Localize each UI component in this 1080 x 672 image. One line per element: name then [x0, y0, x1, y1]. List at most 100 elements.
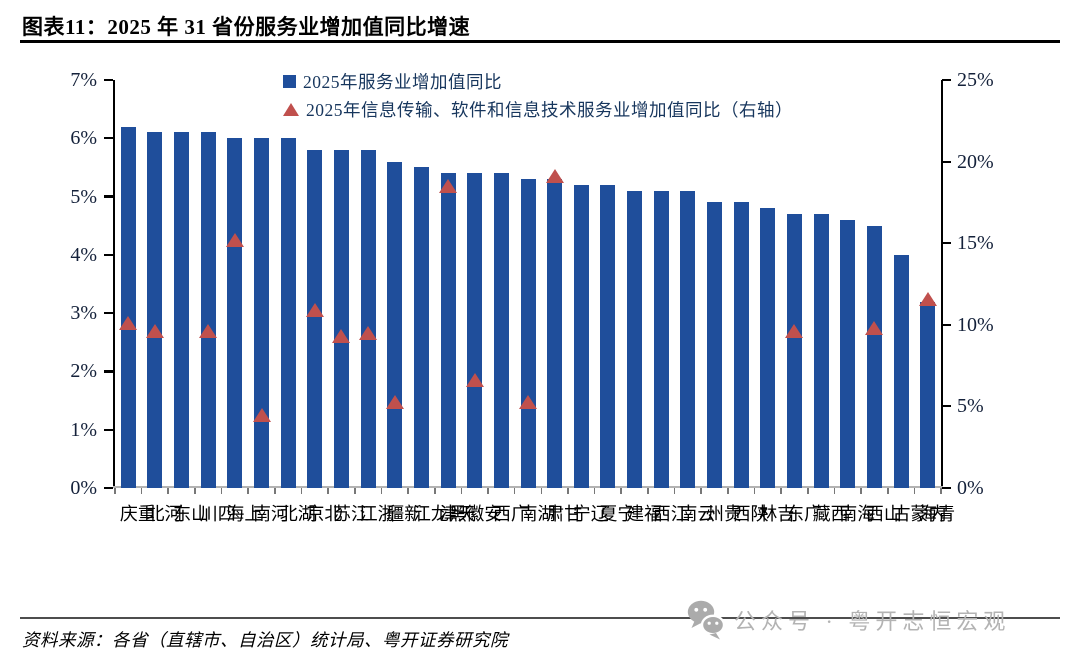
bar-陕西 — [733, 202, 749, 488]
bar-山西 — [866, 225, 882, 488]
left-axis-label-3%: 3% — [70, 302, 97, 325]
x-axis-label-甘肃: 甘肃 — [544, 504, 583, 530]
x-axis-tick — [460, 488, 463, 494]
left-axis-label-2%: 2% — [70, 360, 97, 383]
bar-海南 — [840, 219, 856, 488]
bar-西藏 — [813, 214, 829, 488]
left-axis-tick — [104, 428, 113, 431]
x-axis-label-西藏: 西藏 — [810, 504, 849, 530]
x-axis-tick — [780, 488, 782, 494]
x-axis-label-河南: 河南 — [251, 504, 290, 530]
x-axis-tick — [220, 488, 223, 494]
x-axis-label-吉林: 吉林 — [757, 504, 796, 530]
title-divider — [20, 40, 1060, 43]
marker-江苏 — [332, 329, 351, 344]
bar-湖北 — [280, 138, 296, 488]
bar-辽宁 — [573, 184, 589, 488]
right-axis-tick — [942, 323, 951, 326]
x-axis-tick — [673, 488, 676, 494]
x-axis-tick — [327, 488, 329, 494]
bar-河北 — [147, 132, 163, 488]
bar-广西 — [493, 173, 509, 488]
x-axis-tick — [513, 488, 516, 494]
bar-宁夏 — [600, 184, 616, 488]
left-axis-label-0%: 0% — [70, 477, 97, 499]
legend-square-marker-icon — [283, 74, 296, 88]
right-axis-tick — [942, 160, 951, 163]
x-axis-label-广西: 广西 — [490, 504, 529, 530]
x-axis-tick — [114, 488, 116, 494]
bar-贵州 — [707, 202, 723, 488]
x-axis-label-安徽: 安徽 — [464, 504, 503, 530]
x-axis-label-辽宁: 辽宁 — [570, 504, 609, 530]
x-axis-tick — [274, 488, 276, 494]
right-axis-label-0%: 0% — [957, 477, 984, 499]
x-axis-label-海南: 海南 — [837, 504, 876, 530]
footer-divider — [20, 617, 1060, 619]
bar-重庆 — [120, 126, 136, 488]
x-axis-label-北京: 北京 — [304, 504, 343, 530]
right-axis-label-20%: 20% — [957, 150, 994, 173]
x-axis-label-云南: 云南 — [677, 504, 716, 530]
right-axis-label-10%: 10% — [957, 313, 994, 336]
watermark-text: 公众号 · 粤开志恒宏观 — [734, 608, 1011, 634]
x-axis-label-宁夏: 宁夏 — [597, 504, 636, 530]
left-axis-tick — [104, 78, 113, 82]
bar-内蒙古 — [893, 254, 909, 488]
x-axis-tick — [487, 488, 489, 494]
bar-云南 — [680, 190, 696, 488]
x-axis-tick — [354, 488, 356, 494]
marker-上海 — [225, 232, 244, 247]
bar-安徽 — [467, 173, 483, 488]
marker-四川 — [199, 324, 218, 339]
x-axis-tick — [567, 488, 569, 494]
x-axis-label-四川: 四川 — [197, 504, 236, 530]
bar-甘肃 — [547, 179, 563, 488]
x-axis-label-内蒙古: 内蒙古 — [890, 504, 947, 530]
x-axis-label-江苏: 江苏 — [330, 504, 369, 530]
x-axis-tick — [833, 488, 836, 494]
x-axis-tick — [194, 488, 196, 494]
x-axis-label-福建: 福建 — [624, 504, 663, 530]
x-axis-tick — [540, 488, 543, 494]
x-axis-tick — [140, 488, 143, 494]
bar-江苏 — [333, 149, 349, 488]
marker-青海 — [918, 291, 937, 306]
bar-江西 — [653, 190, 669, 488]
marker-甘肃 — [545, 169, 564, 184]
bar-山东 — [174, 132, 190, 488]
left-axis-label-4%: 4% — [70, 243, 97, 266]
bar-四川 — [200, 132, 216, 488]
right-axis-tick — [942, 405, 951, 408]
bar-上海 — [227, 138, 243, 488]
left-axis-tick — [104, 312, 113, 315]
legend-item-service: 2025年服务业增加值同比 — [283, 67, 793, 95]
data-source-note: 资料来源：各省（直辖市、自治区）统计局、粤开证券研究院 — [22, 630, 508, 650]
x-axis-tick — [940, 488, 942, 494]
marker-河南 — [252, 407, 271, 422]
left-axis-label-6%: 6% — [70, 127, 97, 150]
chart-plot-area: 2025年服务业增加值同比 2025年信息传输、软件和信息技术服务业增加值同比（… — [70, 69, 993, 530]
x-axis-tick — [700, 488, 702, 494]
x-axis-tick — [167, 488, 170, 494]
bar-新疆 — [387, 161, 403, 488]
left-axis-tick — [104, 253, 113, 256]
watermark: 公众号 · 粤开志恒宏观 — [686, 598, 1010, 645]
x-axis-tick — [593, 488, 596, 494]
x-axis-tick — [647, 488, 649, 494]
right-axis-label-15%: 15% — [957, 232, 994, 255]
x-axis-tick — [380, 488, 383, 494]
x-axis-tick — [753, 488, 756, 494]
legend-label-info-tech: 2025年信息传输、软件和信息技术服务业增加值同比（右轴） — [306, 99, 793, 120]
marker-天津 — [439, 179, 458, 194]
x-axis-tick — [886, 488, 889, 494]
x-axis-label-山东: 山东 — [171, 504, 210, 530]
x-axis-tick — [247, 488, 250, 494]
marker-河北 — [145, 324, 164, 339]
x-axis-tick — [407, 488, 409, 494]
x-axis-label-湖南: 湖南 — [517, 504, 556, 530]
left-axis-tick — [104, 486, 113, 490]
left-axis-tick — [104, 195, 113, 198]
right-axis-label-25%: 25% — [957, 69, 994, 91]
x-axis-tick — [727, 488, 729, 494]
